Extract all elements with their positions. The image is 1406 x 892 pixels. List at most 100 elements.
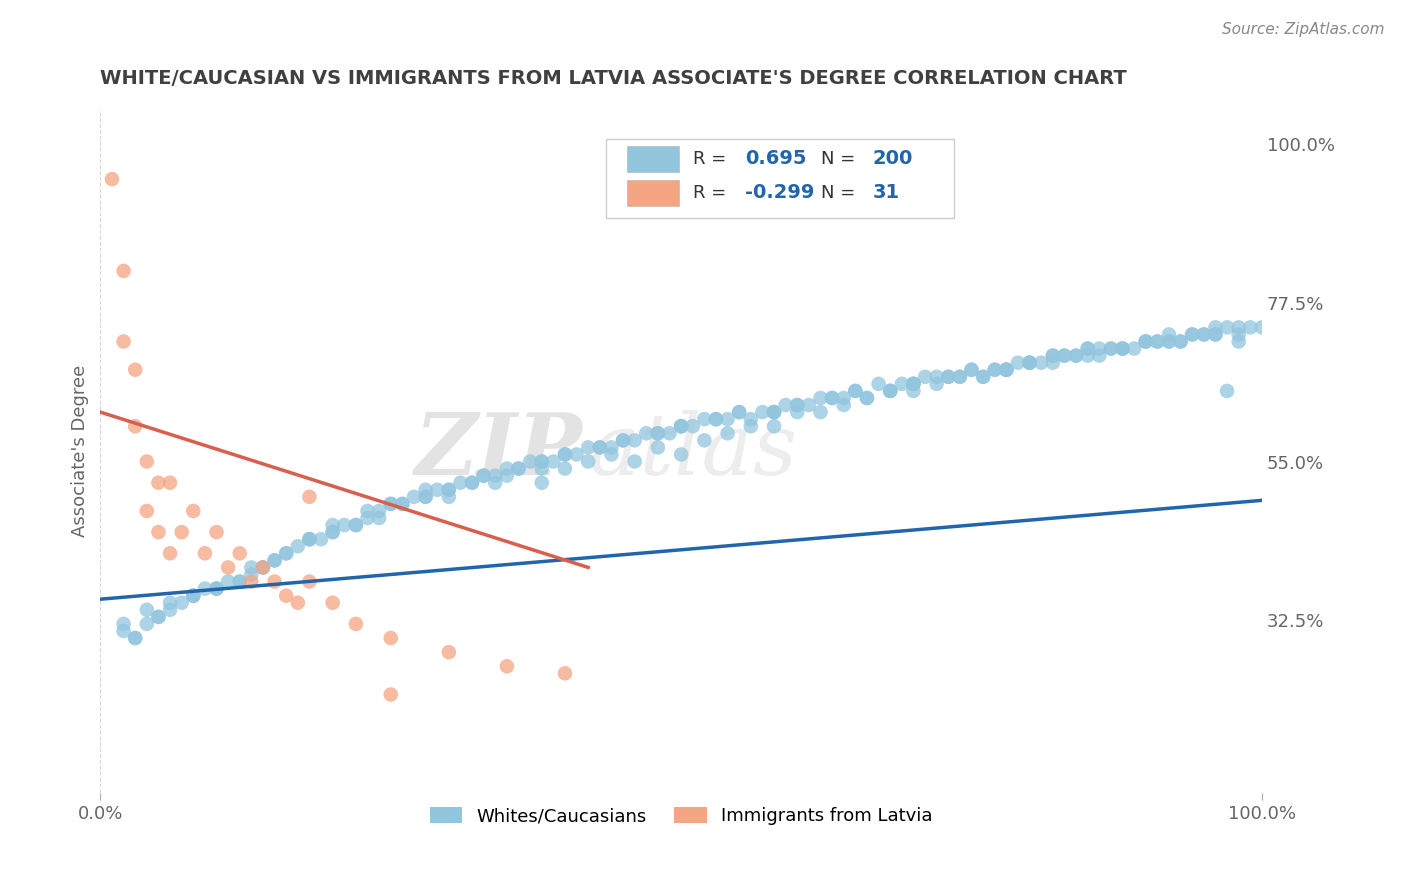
Point <box>995 363 1018 377</box>
Point <box>322 596 344 610</box>
Point <box>344 518 367 533</box>
Point <box>322 525 344 540</box>
Point <box>693 412 716 426</box>
Point <box>1181 327 1204 342</box>
Point <box>484 475 506 490</box>
Point <box>148 610 170 624</box>
Point <box>716 426 738 441</box>
Point <box>543 454 565 468</box>
Point <box>914 369 936 384</box>
Point <box>1099 342 1122 356</box>
Point <box>1042 349 1064 363</box>
Point <box>159 596 181 610</box>
Point <box>1157 327 1180 342</box>
Point <box>810 405 832 419</box>
Point <box>983 363 1005 377</box>
Point <box>763 405 786 419</box>
Point <box>903 384 925 398</box>
Point <box>554 447 576 461</box>
Point <box>1192 327 1215 342</box>
Point <box>472 468 495 483</box>
Point <box>124 631 146 645</box>
Point <box>333 518 356 533</box>
Point <box>844 384 866 398</box>
Point <box>647 426 669 441</box>
Point <box>1064 349 1087 363</box>
Point <box>1018 356 1040 370</box>
Text: N =: N = <box>821 184 860 202</box>
Point <box>181 589 204 603</box>
Point <box>716 412 738 426</box>
Point <box>995 363 1018 377</box>
Text: ZIP: ZIP <box>415 409 582 492</box>
Point <box>797 398 820 412</box>
Point <box>415 490 437 504</box>
Point <box>1007 356 1029 370</box>
Point <box>426 483 449 497</box>
Point <box>530 454 553 468</box>
Point <box>159 475 181 490</box>
Point <box>252 560 274 574</box>
Text: WHITE/CAUCASIAN VS IMMIGRANTS FROM LATVIA ASSOCIATE'S DEGREE CORRELATION CHART: WHITE/CAUCASIAN VS IMMIGRANTS FROM LATVI… <box>100 69 1128 87</box>
Point <box>936 369 959 384</box>
Point <box>484 468 506 483</box>
Point <box>856 391 879 405</box>
Point <box>600 441 623 455</box>
Point <box>879 384 901 398</box>
Point <box>1018 356 1040 370</box>
Text: -0.299: -0.299 <box>745 183 814 202</box>
Point <box>589 441 612 455</box>
Point <box>623 434 645 448</box>
Point <box>194 582 217 596</box>
Point <box>740 412 762 426</box>
Point <box>972 369 994 384</box>
Point <box>356 504 378 518</box>
Point <box>879 384 901 398</box>
Point <box>148 525 170 540</box>
Point <box>775 398 797 412</box>
Text: atlas: atlas <box>588 409 797 492</box>
Point <box>135 454 157 468</box>
Point <box>148 475 170 490</box>
Point <box>112 264 135 278</box>
Point <box>124 363 146 377</box>
Point <box>1170 334 1192 349</box>
Point <box>1111 342 1133 356</box>
Point <box>1099 342 1122 356</box>
Point <box>449 475 471 490</box>
Point <box>647 426 669 441</box>
Point <box>530 454 553 468</box>
Point <box>983 363 1005 377</box>
Point <box>832 398 855 412</box>
Text: 0.695: 0.695 <box>745 149 807 168</box>
Point <box>380 631 402 645</box>
Point <box>415 483 437 497</box>
Point <box>925 369 948 384</box>
Point <box>1204 327 1226 342</box>
Point <box>740 419 762 434</box>
Point <box>1042 349 1064 363</box>
Point <box>276 546 298 560</box>
Point <box>1135 334 1157 349</box>
Point <box>1157 334 1180 349</box>
Point <box>229 546 252 560</box>
Point <box>903 376 925 391</box>
Point <box>252 560 274 574</box>
Point <box>1227 327 1250 342</box>
Point <box>669 447 692 461</box>
Point <box>1157 334 1180 349</box>
Point <box>960 363 983 377</box>
Point <box>682 419 704 434</box>
Point <box>669 419 692 434</box>
Point <box>576 441 599 455</box>
FancyBboxPatch shape <box>627 146 679 172</box>
Point <box>298 532 321 546</box>
Point <box>287 539 309 553</box>
Point <box>1135 334 1157 349</box>
Point <box>170 525 193 540</box>
Point <box>508 461 530 475</box>
Point <box>263 553 285 567</box>
Point <box>530 475 553 490</box>
Point <box>496 461 519 475</box>
Text: Source: ZipAtlas.com: Source: ZipAtlas.com <box>1222 22 1385 37</box>
